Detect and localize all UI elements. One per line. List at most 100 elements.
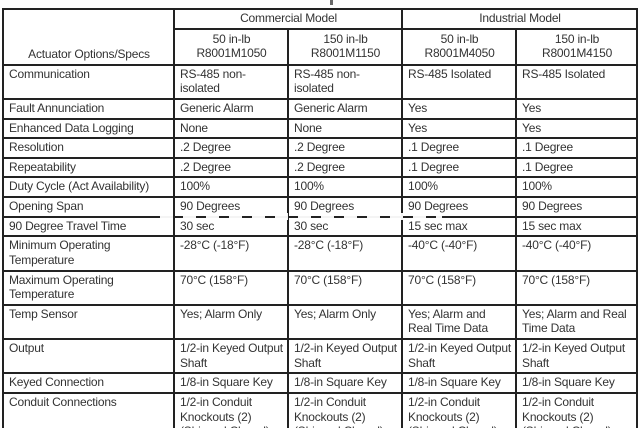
cell-value: 70°C (158°F): [515, 269, 638, 306]
cell-value: .2 Degree: [173, 156, 289, 179]
table-row-travel-time: 90 Degree Travel Time 30 sec 30 sec 15 s…: [2, 215, 638, 238]
cell-value: RS-485 non-isolated: [286, 63, 404, 100]
table-row-max-operating-temp: Maximum Operating Temperature 70°C (158°…: [2, 269, 638, 306]
torque-rating: 50 in-lb: [440, 31, 479, 46]
group-header-commercial: Commercial Model: [172, 8, 404, 30]
cell-value: 15 sec max: [401, 215, 518, 238]
cell-value: 1/2-in Conduit Knockouts (2) (Shipped Cl…: [173, 391, 289, 428]
cell-value: 70°C (158°F): [173, 269, 289, 306]
table-row-repeatability: Repeatability .2 Degree .2 Degree .1 Deg…: [2, 156, 638, 179]
model-number: R8001M4050: [424, 46, 495, 61]
cell-value: Generic Alarm: [173, 97, 289, 120]
cell-value: RS-485 Isolated: [401, 63, 518, 100]
torque-rating: 150 in-lb: [323, 31, 368, 46]
group-header-industrial: Industrial Model: [401, 8, 638, 30]
row-label: Fault Annunciation: [2, 97, 175, 120]
cell-value: .1 Degree: [515, 137, 638, 159]
table-row-enhanced-data-logging: Enhanced Data Logging None None Yes Yes: [2, 117, 638, 140]
row-label: Output: [2, 337, 175, 375]
cell-value: .2 Degree: [286, 156, 404, 179]
cell-value: -28°C (-18°F): [286, 235, 404, 272]
cell-value: 100%: [515, 176, 638, 198]
row-label: Communication: [2, 63, 175, 100]
cell-value: Yes: [515, 117, 638, 140]
cell-value: 1/2-in Keyed Output Shaft: [401, 337, 518, 375]
cell-value: .2 Degree: [286, 137, 404, 159]
table-row-resolution: Resolution .2 Degree .2 Degree .1 Degree…: [2, 137, 638, 159]
cell-value: 1/2-in Conduit Knockouts (2) (Shipped Cl…: [286, 391, 404, 428]
cell-value: 1/2-in Keyed Output Shaft: [515, 337, 638, 375]
cell-value: Yes; Alarm and Real Time Data: [401, 303, 518, 341]
cell-value: 90 Degrees: [173, 196, 289, 218]
cell-value: -40°C (-40°F): [401, 235, 518, 272]
table-row-communication: Communication RS-485 non-isolated RS-485…: [2, 63, 638, 100]
cell-value: Yes; Alarm Only: [286, 303, 404, 341]
cell-value: 1/2-in Conduit Knockouts (2) (Shipped Cl…: [401, 391, 518, 428]
table-row-fault-annunciation: Fault Annunciation Generic Alarm Generic…: [2, 97, 638, 120]
actuator-spec-table: Actuator Options/Specs Commercial Model …: [2, 8, 638, 428]
cell-value: .1 Degree: [515, 156, 638, 179]
cell-value: 90 Degrees: [286, 196, 404, 218]
row-label: Duty Cycle (Act Availability): [2, 176, 175, 198]
cropped-text-artifact: [330, 0, 333, 5]
cell-value: .1 Degree: [401, 156, 518, 179]
column-header-industrial-150: 150 in-lb R8001M4150: [515, 27, 638, 66]
cell-value: 1/8-in Square Key: [515, 372, 638, 394]
cell-value: 100%: [173, 176, 289, 198]
row-label: Opening Span: [2, 196, 175, 218]
model-number: R8001M1050: [196, 46, 267, 61]
cell-value: RS-485 Isolated: [515, 63, 638, 100]
cell-value: 1/8-in Square Key: [286, 372, 404, 394]
torque-rating: 50 in-lb: [212, 31, 251, 46]
cell-value: 100%: [286, 176, 404, 198]
row-label: Temp Sensor: [2, 303, 175, 341]
table-row: 50 in-lb R8001M1050 150 in-lb R8001M1150…: [3, 27, 638, 66]
column-header-industrial-50: 50 in-lb R8001M4050: [401, 27, 518, 66]
table-row-opening-span: Opening Span 90 Degrees 90 Degrees 90 De…: [2, 196, 638, 218]
cell-value: Yes: [515, 97, 638, 120]
row-label: 90 Degree Travel Time: [2, 215, 175, 238]
table-row: Actuator Options/Specs Commercial Model …: [2, 8, 638, 66]
cell-value: Generic Alarm: [286, 97, 404, 120]
cell-value: .1 Degree: [401, 137, 518, 159]
cell-value: Yes: [401, 97, 518, 120]
table-row-output: Output 1/2-in Keyed Output Shaft 1/2-in …: [2, 337, 638, 375]
table-row-conduit-connections: Conduit Connections 1/2-in Conduit Knock…: [2, 391, 638, 428]
torque-rating: 150 in-lb: [554, 31, 600, 46]
table-row-min-operating-temp: Minimum Operating Temperature -28°C (-18…: [2, 235, 638, 272]
cell-value: 70°C (158°F): [286, 269, 404, 306]
row-label: Enhanced Data Logging: [2, 117, 175, 140]
row-label: Resolution: [2, 137, 175, 159]
row-label: Conduit Connections: [2, 391, 175, 428]
cell-value: 1/8-in Square Key: [173, 372, 289, 394]
cell-value: 30 sec: [286, 215, 404, 238]
model-number: R8001M4150: [541, 46, 613, 61]
cell-value: RS-485 non-isolated: [173, 63, 289, 100]
column-header-commercial-150: 150 in-lb R8001M1150: [286, 27, 404, 66]
column-header-commercial-50: 50 in-lb R8001M1050: [173, 27, 289, 66]
model-number: R8001M1150: [310, 46, 381, 61]
cell-value: 1/8-in Square Key: [401, 372, 518, 394]
row-label: Maximum Operating Temperature: [2, 269, 175, 306]
row-label: Minimum Operating Temperature: [2, 235, 175, 272]
cell-value: Yes; Alarm Only: [173, 303, 289, 341]
cell-value: -40°C (-40°F): [515, 235, 638, 272]
cell-value: Yes: [401, 117, 518, 140]
table-row-duty-cycle: Duty Cycle (Act Availability) 100% 100% …: [2, 176, 638, 198]
cell-value: 90 Degrees: [401, 196, 518, 218]
cell-value: 70°C (158°F): [401, 269, 518, 306]
row-label: Keyed Connection: [2, 372, 175, 394]
table-row-keyed-connection: Keyed Connection 1/8-in Square Key 1/8-i…: [2, 372, 638, 394]
cell-value: 1/2-in Keyed Output Shaft: [173, 337, 289, 375]
cell-value: 90 Degrees: [515, 196, 638, 218]
cell-value: 30 sec: [173, 215, 289, 238]
cell-value: None: [286, 117, 404, 140]
actuator-options-header: Actuator Options/Specs: [2, 8, 175, 66]
row-label: Repeatability: [2, 156, 175, 179]
cell-value: 1/2-in Conduit Knockouts (2) (Shipped Cl…: [515, 391, 638, 428]
cell-value: 15 sec max: [515, 215, 638, 238]
cell-value: -28°C (-18°F): [173, 235, 289, 272]
cell-value: 1/2-in Keyed Output Shaft: [286, 337, 404, 375]
cell-value: 100%: [401, 176, 518, 198]
